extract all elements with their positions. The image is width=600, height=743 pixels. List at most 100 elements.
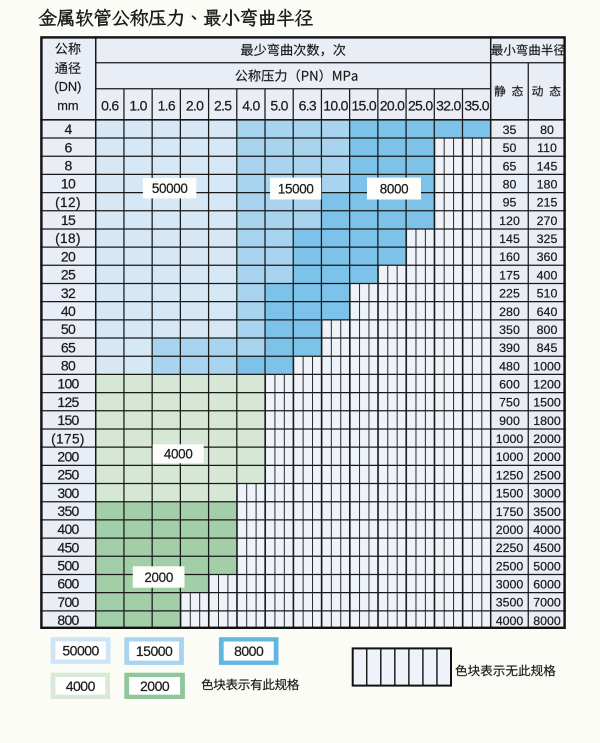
svg-text:1800: 1800 [533, 414, 561, 428]
svg-text:7000: 7000 [533, 596, 561, 610]
svg-text:35.0: 35.0 [464, 98, 489, 114]
svg-text:4000: 4000 [533, 523, 561, 537]
svg-text:mm: mm [57, 98, 78, 113]
svg-text:4000: 4000 [66, 678, 96, 694]
svg-text:145: 145 [499, 232, 520, 246]
svg-text:80: 80 [503, 178, 517, 192]
svg-text:4000: 4000 [496, 614, 524, 628]
svg-text:200: 200 [57, 448, 79, 464]
svg-text:400: 400 [537, 268, 558, 282]
svg-text:32.0: 32.0 [436, 98, 461, 114]
svg-text:4500: 4500 [533, 541, 561, 555]
svg-text:(18): (18) [55, 231, 81, 246]
svg-text:25.0: 25.0 [408, 98, 433, 114]
svg-text:800: 800 [57, 612, 79, 628]
svg-text:6: 6 [64, 139, 72, 155]
svg-text:480: 480 [499, 359, 520, 373]
svg-text:3500: 3500 [496, 596, 524, 610]
svg-text:2500: 2500 [533, 468, 561, 482]
svg-text:5.0: 5.0 [270, 98, 288, 114]
svg-text:(12): (12) [55, 195, 81, 210]
svg-text:145: 145 [537, 159, 558, 173]
svg-text:350: 350 [499, 323, 520, 337]
svg-text:2250: 2250 [496, 541, 524, 555]
svg-text:8: 8 [64, 158, 72, 174]
svg-text:250: 250 [57, 467, 79, 483]
svg-text:1.6: 1.6 [158, 98, 176, 114]
svg-text:215: 215 [537, 196, 558, 210]
svg-text:80: 80 [540, 123, 554, 137]
svg-text:40: 40 [61, 303, 76, 319]
svg-text:270: 270 [537, 214, 558, 228]
svg-text:700: 700 [57, 594, 79, 610]
svg-text:2000: 2000 [496, 523, 524, 537]
svg-text:125: 125 [57, 394, 79, 410]
svg-text:1.0: 1.0 [129, 98, 147, 114]
svg-text:1000: 1000 [533, 359, 561, 373]
svg-text:2000: 2000 [533, 450, 561, 464]
svg-text:150: 150 [57, 412, 79, 428]
svg-text:8000: 8000 [234, 643, 264, 659]
svg-text:3000: 3000 [533, 487, 561, 501]
svg-text:10: 10 [61, 176, 76, 192]
svg-text:8000: 8000 [533, 614, 561, 628]
svg-text:900: 900 [499, 414, 520, 428]
svg-text:360: 360 [537, 250, 558, 264]
svg-text:6000: 6000 [533, 578, 561, 592]
svg-text:1500: 1500 [533, 396, 561, 410]
svg-text:100: 100 [57, 376, 79, 392]
svg-text:20: 20 [61, 248, 76, 264]
svg-text:35: 35 [503, 123, 517, 137]
svg-text:4000: 4000 [164, 447, 193, 462]
svg-text:6.3: 6.3 [299, 98, 317, 114]
svg-text:2.0: 2.0 [186, 98, 204, 114]
svg-text:390: 390 [499, 341, 520, 355]
svg-text:175: 175 [499, 268, 520, 282]
svg-text:4: 4 [64, 121, 72, 137]
svg-text:(175): (175) [51, 431, 85, 446]
svg-text:8000: 8000 [380, 181, 409, 196]
svg-text:(DN): (DN) [54, 79, 81, 94]
svg-text:510: 510 [537, 287, 558, 301]
svg-text:750: 750 [499, 396, 520, 410]
svg-text:225: 225 [499, 287, 520, 301]
svg-text:280: 280 [499, 305, 520, 319]
svg-text:325: 325 [537, 232, 558, 246]
svg-text:15000: 15000 [136, 643, 173, 659]
svg-text:1000: 1000 [496, 450, 524, 464]
svg-text:1250: 1250 [496, 468, 524, 482]
svg-text:2000: 2000 [144, 570, 173, 585]
svg-text:50000: 50000 [62, 643, 99, 659]
svg-text:80: 80 [61, 358, 76, 374]
svg-text:0.6: 0.6 [101, 98, 119, 114]
svg-text:600: 600 [499, 378, 520, 392]
svg-text:500: 500 [57, 558, 79, 574]
svg-text:300: 300 [57, 485, 79, 501]
svg-text:350: 350 [57, 503, 79, 519]
svg-text:2.5: 2.5 [214, 98, 232, 114]
svg-text:1200: 1200 [533, 378, 561, 392]
svg-text:15: 15 [61, 212, 76, 228]
svg-text:65: 65 [61, 339, 76, 355]
svg-text:3000: 3000 [496, 578, 524, 592]
svg-text:32: 32 [61, 285, 76, 301]
svg-text:600: 600 [57, 576, 79, 592]
svg-text:5000: 5000 [533, 559, 561, 573]
svg-text:4.0: 4.0 [242, 98, 260, 114]
svg-text:2500: 2500 [496, 559, 524, 573]
svg-text:400: 400 [57, 521, 79, 537]
svg-text:1000: 1000 [496, 432, 524, 446]
svg-text:50: 50 [503, 141, 517, 155]
svg-text:15.0: 15.0 [351, 98, 376, 114]
svg-text:65: 65 [503, 159, 517, 173]
svg-text:3500: 3500 [533, 505, 561, 519]
svg-text:25: 25 [61, 267, 76, 283]
svg-text:50: 50 [61, 321, 76, 337]
svg-text:845: 845 [537, 341, 558, 355]
svg-text:15000: 15000 [278, 181, 314, 196]
svg-text:2000: 2000 [140, 678, 170, 694]
svg-text:450: 450 [57, 539, 79, 555]
svg-text:95: 95 [503, 196, 517, 210]
svg-text:1500: 1500 [496, 487, 524, 501]
svg-text:120: 120 [499, 214, 520, 228]
